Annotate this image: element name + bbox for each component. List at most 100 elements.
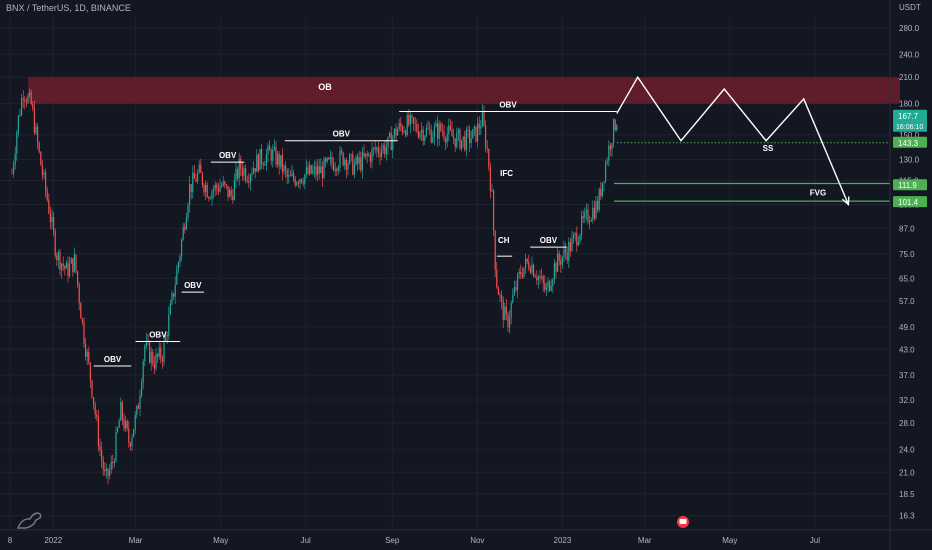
y-tick-label: 21.0 <box>899 468 915 477</box>
candle <box>532 263 535 278</box>
candle <box>20 94 23 117</box>
candle <box>220 181 223 189</box>
candle <box>40 151 42 166</box>
candle <box>201 171 203 188</box>
candle <box>416 119 418 134</box>
candle <box>35 122 37 135</box>
candle <box>563 240 565 263</box>
candle <box>156 352 159 363</box>
candle <box>289 170 291 177</box>
candle <box>227 185 229 202</box>
candle <box>272 144 274 168</box>
candle <box>558 250 560 266</box>
candle <box>470 130 472 149</box>
candle <box>219 179 221 193</box>
candle <box>124 415 127 433</box>
candle <box>195 173 197 183</box>
y-tick-label: 49.0 <box>899 323 915 332</box>
candles <box>11 88 618 485</box>
candle <box>132 429 135 438</box>
candle <box>180 238 183 262</box>
candle <box>104 462 106 476</box>
candle <box>54 228 56 259</box>
candle <box>76 270 79 288</box>
candle <box>414 116 416 132</box>
candle <box>27 93 29 104</box>
candle <box>529 265 531 274</box>
candle <box>360 151 362 173</box>
price-label: 143.3 <box>893 136 927 148</box>
candle <box>328 156 330 161</box>
candle <box>398 118 400 132</box>
x-tick-label: Sep <box>385 536 400 545</box>
candle <box>134 411 136 435</box>
candle <box>464 130 466 152</box>
candle <box>131 433 133 451</box>
candle <box>324 156 327 168</box>
y-tick-label: 37.0 <box>899 371 915 380</box>
candle <box>152 348 154 367</box>
candle <box>64 264 66 276</box>
candle <box>579 233 581 244</box>
x-tick-label: 2023 <box>554 536 572 545</box>
y-tick-label: 75.0 <box>899 250 915 259</box>
candle <box>462 136 464 148</box>
candle <box>368 152 370 158</box>
candle <box>91 379 93 399</box>
candle <box>278 151 280 175</box>
candle <box>483 105 485 128</box>
candle <box>524 253 527 274</box>
candle <box>38 141 40 154</box>
candle <box>350 153 352 162</box>
y-tick-label: 32.0 <box>899 396 915 405</box>
candle <box>254 168 256 179</box>
candle <box>305 159 307 178</box>
candle <box>105 463 107 479</box>
y-tick-label: 240.0 <box>899 50 920 59</box>
ob-label: OB <box>318 82 332 92</box>
y-tick-label: 130.0 <box>899 155 920 164</box>
candle <box>552 278 554 293</box>
candle <box>481 103 483 128</box>
candle <box>492 189 495 236</box>
candle <box>531 256 533 276</box>
candle <box>209 195 211 200</box>
candle <box>603 181 605 192</box>
candle <box>460 139 463 152</box>
candle <box>276 150 279 169</box>
candle <box>507 311 509 332</box>
candle <box>577 236 579 247</box>
tradingview-logo-icon <box>16 512 42 529</box>
price-label: 167.7 16:06:10 <box>893 109 927 132</box>
candle <box>244 164 247 184</box>
obv-label: OBV <box>540 236 558 245</box>
candle <box>128 420 130 448</box>
candle <box>86 348 88 365</box>
candle <box>184 222 186 234</box>
candle <box>171 290 173 306</box>
candle <box>475 126 477 143</box>
candle <box>545 282 547 297</box>
candle <box>505 299 507 321</box>
candle <box>403 125 405 134</box>
candle <box>25 97 27 108</box>
fvg-label: FVG <box>810 188 826 197</box>
candle <box>94 401 96 420</box>
candle <box>268 139 271 151</box>
candle <box>116 426 119 434</box>
annotations: IFC CH <box>496 169 513 257</box>
candle <box>440 121 442 133</box>
candle <box>288 168 290 184</box>
candle <box>222 175 224 188</box>
x-tick-label: Mar <box>129 536 143 545</box>
candle <box>356 152 359 171</box>
candle <box>576 226 578 252</box>
candle <box>382 142 384 154</box>
candle <box>425 123 427 138</box>
candle <box>172 292 175 300</box>
ob-zone-rect <box>28 77 901 104</box>
candle <box>616 123 618 132</box>
candle <box>504 302 506 321</box>
candle <box>70 256 72 264</box>
